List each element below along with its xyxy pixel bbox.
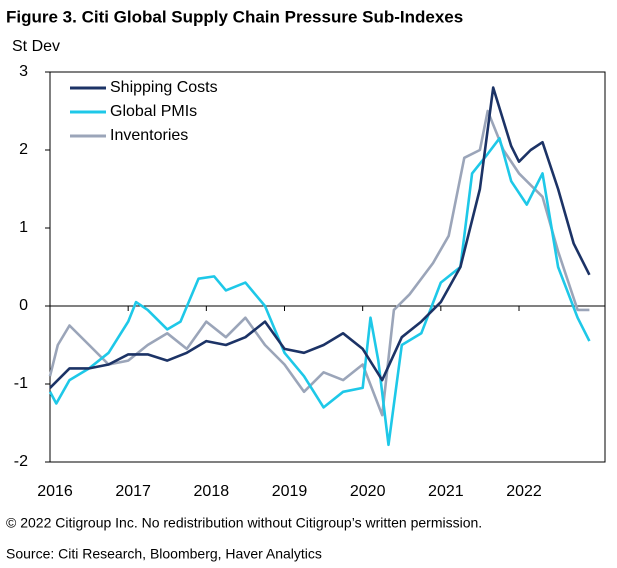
x-tick-label: 2018: [194, 483, 230, 500]
y-tick-label: -2: [14, 453, 28, 470]
series-line: [49, 86, 591, 389]
copyright: © 2022 Citigroup Inc. No redistribution …: [6, 515, 482, 531]
chart-title: Figure 3. Citi Global Supply Chain Press…: [6, 7, 463, 26]
y-axis-label: St Dev: [12, 38, 60, 55]
x-tick-label: 2019: [272, 483, 308, 500]
y-tick-label: 0: [19, 297, 28, 314]
plot-frame: [49, 71, 606, 463]
x-tick-label: 2020: [350, 483, 386, 500]
legend-label: Global PMIs: [110, 103, 197, 120]
legend-label: Shipping Costs: [110, 79, 218, 96]
series-line: [48, 109, 590, 417]
x-tick-label: 2016: [37, 483, 73, 500]
x-tick-label: 2017: [115, 483, 151, 500]
y-tick-label: 3: [19, 63, 28, 80]
y-tick-label: 2: [19, 141, 28, 158]
x-tick-label: 2021: [428, 483, 464, 500]
series-line: [48, 137, 591, 447]
y-tick-label: -1: [14, 375, 28, 392]
y-tick-label: 1: [19, 219, 28, 236]
source: Source: Citi Research, Bloomberg, Haver …: [6, 546, 322, 562]
legend-label: Inventories: [110, 127, 188, 144]
x-tick-label: 2022: [506, 483, 542, 500]
